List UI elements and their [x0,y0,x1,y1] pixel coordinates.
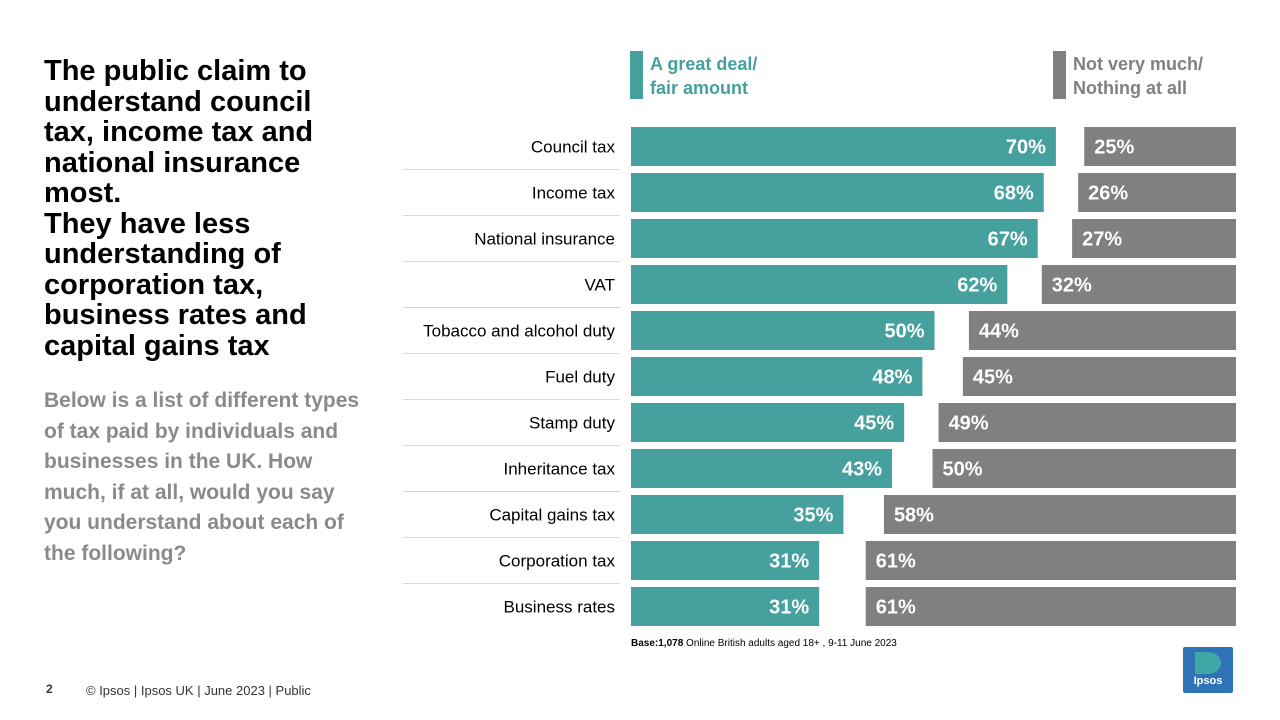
bar-negative-value-label: 32% [1052,275,1092,297]
headline-line: business rates and [44,299,307,331]
bar-positive [631,449,893,488]
category-label: Fuel duty [545,368,615,387]
bar-negative-value-label: 50% [943,459,983,481]
legend-positive-label: A great deal/ fair amount [650,52,820,100]
base-count: 1,078 [658,638,684,649]
headline-line: understanding of [44,238,281,270]
category-label: VAT [584,276,615,295]
bar-negative-value-label: 25% [1094,137,1134,159]
bar-negative-value-label: 26% [1088,183,1128,205]
headline-line: national insurance [44,146,301,179]
bar-positive-value-label: 35% [793,505,833,527]
headline: The public claim to understand council t… [44,56,374,361]
bar-negative [865,541,1236,580]
bar-positive-value-label: 31% [769,597,809,619]
bar-positive [631,403,905,442]
category-label: Business rates [504,598,616,617]
page-number: 2 [46,682,53,696]
bar-negative [1072,219,1236,258]
legend-positive-line1: A great deal/ [650,54,758,74]
headline-line: corporation tax, [44,268,264,301]
category-label: Income tax [532,184,616,203]
bar-negative [968,311,1236,350]
footer-text: © Ipsos | Ipsos UK | June 2023 | Public [86,683,311,698]
legend-positive-line2: fair amount [650,78,749,98]
bar-positive-value-label: 45% [854,413,894,435]
legend-positive-swatch [630,51,643,99]
bar-positive [631,311,935,350]
bar-negative-value-label: 58% [894,505,934,527]
headline-line: understand council [44,85,312,118]
category-label: Tobacco and alcohol duty [423,322,615,341]
base-label: Base: [631,638,659,649]
headline-line: most. [44,177,122,209]
bar-negative [1041,265,1236,304]
bar-positive [631,219,1038,258]
bar-negative [865,587,1236,626]
bar-positive-value-label: 68% [994,183,1034,205]
bar-negative-value-label: 44% [979,321,1019,343]
bar-negative [938,403,1236,442]
bar-positive [631,357,923,396]
bar-positive-value-label: 62% [957,275,997,297]
bar-positive-value-label: 31% [769,551,809,573]
survey-question: Below is a list of different types of ta… [44,389,360,565]
legend-negative-line1: Not very much/ [1073,54,1204,74]
bar-positive-value-label: 43% [842,459,882,481]
headline-line: The public claim to [44,55,307,87]
bar-negative [883,495,1236,534]
bar-positive [631,127,1056,166]
legend-negative-label: Not very much/ Nothing at all [1073,52,1243,100]
bar-positive [631,265,1008,304]
bar-positive-value-label: 50% [884,321,924,343]
bar-negative [1078,173,1236,212]
base-note: Base:1,078 Online British adults aged 18… [631,638,897,649]
category-label: Capital gains tax [489,506,615,525]
category-label: Inheritance tax [503,460,615,479]
logo-text: Ipsos [1193,675,1223,687]
bar-positive [631,541,820,580]
legend-negative-swatch [1053,51,1066,99]
bar-chart: Council tax 70% 25% Income tax 68% 26% Nationa… [403,127,1236,626]
bar-negative-value-label: 61% [876,551,916,573]
legend-negative-line2: Nothing at all [1073,78,1187,98]
bar-positive [631,173,1044,212]
category-label: Council tax [531,138,616,157]
category-label: National insurance [474,230,615,249]
bar-negative-value-label: 27% [1082,229,1122,251]
bar-negative-value-label: 45% [973,367,1013,389]
bar-negative-value-label: 49% [949,413,989,435]
headline-line: tax, income tax and [44,116,314,148]
bar-negative [932,449,1236,488]
bar-positive [631,587,820,626]
category-label: Corporation tax [499,552,616,571]
bar-positive-value-label: 70% [1006,137,1046,159]
bar-negative [962,357,1236,396]
bar-negative-value-label: 61% [876,597,916,619]
bar-negative [1084,127,1236,166]
headline-line: capital gains tax [44,329,270,362]
bar-positive-value-label: 48% [872,367,912,389]
base-description: Online British adults aged 18+ , 9-11 Ju… [683,638,897,649]
ipsos-logo: Ipsos [1183,647,1233,693]
category-label: Stamp duty [529,414,615,433]
headline-line: They have less [44,207,251,240]
bar-positive [631,495,844,534]
bar-positive-value-label: 67% [988,229,1028,251]
logo-mark-icon [1195,652,1221,674]
